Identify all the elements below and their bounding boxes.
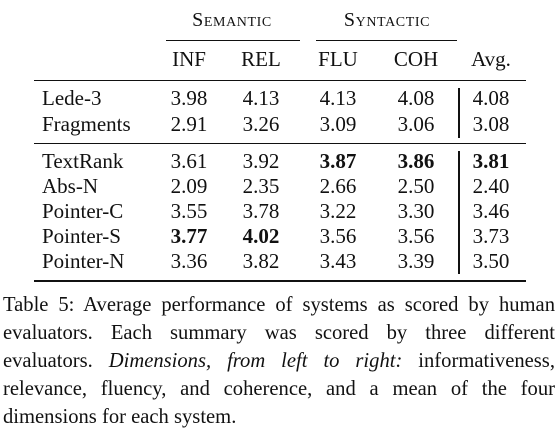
avg-separator-bottom	[458, 151, 460, 274]
column-header-avg: Avg.	[471, 47, 511, 71]
table-cell: 4.13	[319, 86, 357, 110]
caption-lead: Table 5: Average performance of systems …	[3, 294, 555, 372]
table-cell: 3.86	[397, 149, 435, 173]
table-cell: 4.02	[242, 224, 280, 248]
caption-tail: informativeness, relevance, fluency, and…	[3, 350, 555, 428]
column-header-coh: COH	[393, 47, 439, 71]
row-label: Pointer-N	[42, 249, 125, 273]
column-header-rel: REL	[241, 47, 281, 71]
table-cell: 3.43	[319, 249, 357, 273]
table-cell: 2.35	[242, 174, 280, 198]
column-header-flu: FLU	[318, 47, 358, 71]
table-cell: 3.08	[472, 112, 510, 136]
bottom-rule	[34, 280, 526, 282]
table-cell: 3.09	[319, 112, 357, 136]
table-cell: 2.66	[319, 174, 357, 198]
row-label: TextRank	[42, 149, 124, 173]
table-cell: 3.61	[170, 149, 208, 173]
table-cell: 3.81	[472, 149, 510, 173]
column-header-inf: INF	[172, 47, 206, 71]
group-rule-semantic	[166, 40, 300, 42]
group-header-semantic: Semantic	[192, 9, 272, 31]
row-label: Abs-N	[42, 174, 98, 198]
table-cell: 3.46	[472, 199, 510, 223]
table-cell: 3.06	[397, 112, 435, 136]
table-cell: 4.13	[242, 86, 280, 110]
table-cell: 3.22	[319, 199, 357, 223]
table-cell: 3.55	[170, 199, 208, 223]
caption-emphasis: Dimensions, from left to right:	[108, 350, 403, 372]
table-cell: 3.98	[170, 86, 208, 110]
table-cell: 3.50	[472, 249, 510, 273]
table-cell: 3.26	[242, 112, 280, 136]
table-cell: 3.30	[397, 199, 435, 223]
table-cell: 2.09	[170, 174, 208, 198]
table-cell: 2.50	[397, 174, 435, 198]
row-label: Pointer-S	[42, 224, 121, 248]
table-caption: Table 5: Average performance of systems …	[3, 291, 555, 431]
group-header-syntactic: Syntactic	[343, 9, 431, 31]
header-rule	[34, 80, 526, 82]
table-cell: 3.82	[242, 249, 280, 273]
avg-separator-top	[458, 88, 460, 138]
table-cell: 3.77	[170, 224, 208, 248]
section-rule	[34, 143, 526, 145]
table-cell: 3.73	[472, 224, 510, 248]
table-cell: 4.08	[472, 86, 510, 110]
table-cell: 3.56	[397, 224, 435, 248]
table-cell: 3.87	[319, 149, 357, 173]
table-cell: 3.56	[319, 224, 357, 248]
table-cell: 4.08	[397, 86, 435, 110]
table-cell: 2.40	[472, 174, 510, 198]
table-cell: 3.92	[242, 149, 280, 173]
group-rule-syntactic	[316, 40, 457, 42]
table-cell: 2.91	[170, 112, 208, 136]
row-label: Pointer-C	[42, 199, 124, 223]
table-cell: 3.78	[242, 199, 280, 223]
row-label: Fragments	[42, 112, 131, 136]
table-cell: 3.39	[397, 249, 435, 273]
table-cell: 3.36	[170, 249, 208, 273]
row-label: Lede-3	[42, 86, 102, 110]
